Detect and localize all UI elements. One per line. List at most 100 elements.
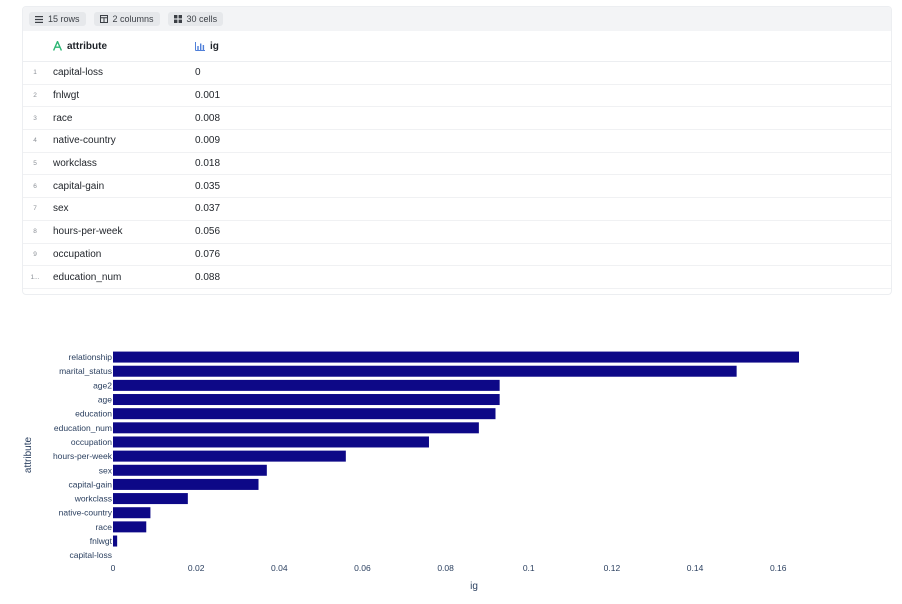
table-body: 1 capital-loss 0 2 fnlwgt 0.001 3 race 0.008 4 nat… [23, 62, 891, 295]
cells-count-label: 30 cells [186, 14, 218, 24]
rows-icon [35, 15, 43, 23]
table-row[interactable]: 2 fnlwgt 0.001 [23, 85, 891, 108]
ig-cell[interactable]: 0.009 [195, 135, 221, 147]
attribute-cell[interactable]: race [53, 112, 73, 124]
category-label: relationship [69, 352, 113, 362]
bars [113, 351, 799, 547]
attribute-cell[interactable]: fnlwgt [53, 90, 80, 102]
row-index: 4 [33, 137, 37, 145]
ig-cell[interactable]: 0.018 [195, 158, 221, 170]
x-tick-label: 0 [111, 563, 116, 573]
attribute-header-label: attribute [67, 40, 107, 52]
ig-cell[interactable]: 0.001 [195, 90, 221, 102]
category-label: capital-loss [69, 550, 112, 560]
table-header-row: attribute ig [23, 31, 891, 62]
bar-occupation[interactable] [113, 436, 429, 448]
attribute-cell[interactable]: capital-gain [53, 180, 105, 192]
table-row[interactable]: 8 hours-per-week 0.056 [23, 221, 891, 244]
columns-count-label: 2 columns [112, 14, 154, 24]
ig-cell[interactable]: 0 [195, 67, 201, 79]
category-label: fnlwgt [90, 536, 113, 546]
row-index: 6 [33, 182, 37, 190]
bar-marital_status[interactable] [113, 365, 737, 377]
bar-hours-per-week[interactable] [113, 450, 346, 462]
attribute-cell[interactable]: occupation [53, 248, 102, 260]
table-row[interactable]: 1... education_num 0.088 [23, 266, 891, 289]
text-type-icon [53, 41, 62, 51]
ig-cell[interactable]: 0.076 [195, 248, 221, 260]
columns-count-chip[interactable]: 2 columns [93, 12, 160, 26]
y-axis-title: attribute [23, 436, 34, 473]
category-label: occupation [71, 437, 112, 447]
x-tick-label: 0.1 [523, 563, 535, 573]
bar-relationship[interactable] [113, 351, 799, 363]
bar-age2[interactable] [113, 379, 500, 391]
ig-cell[interactable]: 0.088 [195, 271, 221, 283]
table-row[interactable]: 7 sex 0.037 [23, 198, 891, 221]
table-row[interactable]: 11education0.092 [23, 289, 891, 295]
x-tick-label: 0.12 [604, 563, 621, 573]
row-index: 3 [33, 114, 37, 122]
x-tick-label: 0.02 [188, 563, 205, 573]
ig-cell[interactable]: 0.008 [195, 112, 221, 124]
attribute-cell[interactable]: workclass [53, 158, 97, 170]
ig-cell[interactable]: 0.037 [195, 203, 221, 215]
data-table-panel: 15 rows 2 columns 30 cells [22, 6, 892, 295]
ig-cell[interactable]: 0.035 [195, 180, 221, 192]
table-stats-bar: 15 rows 2 columns 30 cells [23, 7, 891, 31]
cells-grid-icon [173, 15, 182, 23]
x-tick-label: 0.08 [437, 563, 454, 573]
category-label: capital-gain [69, 479, 113, 489]
x-tick-label: 0.06 [354, 563, 371, 573]
table-row[interactable]: 6 capital-gain 0.035 [23, 175, 891, 199]
row-index: 9 [33, 250, 37, 258]
bar-native-country[interactable] [113, 507, 151, 519]
cells-count-chip[interactable]: 30 cells [167, 12, 224, 26]
row-index: 7 [33, 205, 37, 213]
category-label: workclass [74, 494, 112, 504]
attribute-column-header[interactable]: attribute [47, 41, 193, 52]
x-axis-title: ig [470, 581, 478, 592]
table-row[interactable]: 1 capital-loss 0 [23, 62, 891, 85]
bar-education[interactable] [113, 408, 496, 420]
category-label: native-country [59, 508, 113, 518]
attribute-cell[interactable]: capital-loss [53, 67, 104, 79]
bar-age[interactable] [113, 394, 500, 406]
ig-cell[interactable]: 0.092 [193, 294, 315, 295]
row-index: 1... [30, 273, 40, 281]
x-tick-label: 0.04 [271, 563, 288, 573]
ig-cell[interactable]: 0.056 [195, 226, 221, 238]
attribute-cell[interactable]: hours-per-week [53, 226, 123, 238]
attribute-cell[interactable]: education_num [53, 271, 122, 283]
row-index: 1 [33, 69, 37, 77]
category-tick-labels: relationship marital_status age2 age educati… [53, 352, 113, 560]
table-row[interactable]: 4 native-country 0.009 [23, 130, 891, 153]
attribute-cell[interactable]: native-country [53, 135, 116, 147]
x-axis-ticks: 0 0.02 0.04 0.06 0.08 0.1 0.12 0.14 0.16 [111, 563, 787, 573]
attribute-cell[interactable]: sex [53, 203, 69, 215]
bar-race[interactable] [113, 521, 147, 533]
ig-column-header[interactable]: ig [193, 41, 315, 52]
category-label: age [98, 395, 112, 405]
table-row[interactable]: 5 workclass 0.018 [23, 153, 891, 176]
rows-count-chip[interactable]: 15 rows [29, 12, 86, 26]
table-row[interactable]: 9 occupation 0.076 [23, 244, 891, 267]
category-label: sex [99, 465, 113, 475]
x-tick-label: 0.14 [687, 563, 704, 573]
category-label: hours-per-week [53, 451, 113, 461]
bar-fnlwgt[interactable] [113, 535, 118, 547]
ig-header-label: ig [210, 40, 219, 52]
columns-icon [99, 15, 108, 23]
bar-workclass[interactable] [113, 493, 188, 505]
x-tick-label: 0.16 [770, 563, 787, 573]
category-label: education_num [54, 423, 112, 433]
attribute-cell[interactable]: education [47, 294, 193, 295]
category-label: education [75, 409, 112, 419]
bar-capital-gain[interactable] [113, 478, 259, 490]
table-row[interactable]: 3 race 0.008 [23, 107, 891, 131]
bar-sex[interactable] [113, 464, 267, 476]
category-label: marital_status [59, 366, 112, 376]
rows-count-label: 15 rows [48, 14, 80, 24]
row-index: 8 [33, 228, 37, 236]
bar-education_num[interactable] [113, 422, 479, 434]
